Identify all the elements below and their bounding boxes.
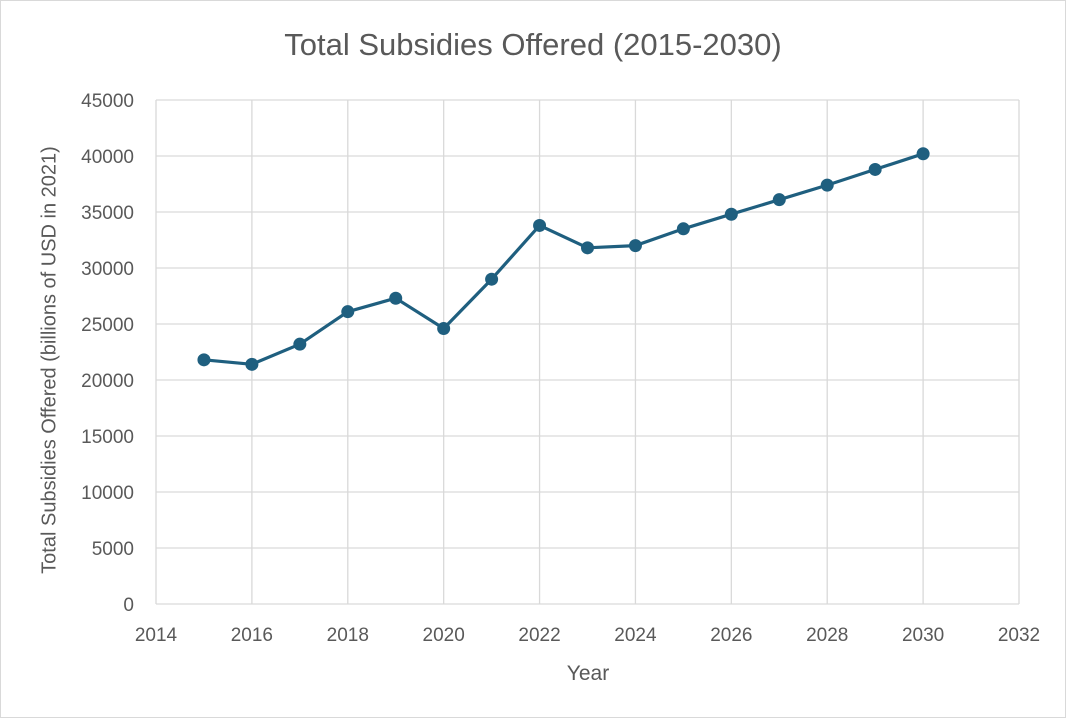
data-point [724, 207, 738, 221]
data-point [485, 272, 499, 286]
x-tick-label: 2032 [998, 625, 1040, 646]
y-tick-label: 0 [123, 595, 134, 616]
y-tick-label: 30000 [81, 259, 134, 280]
x-axis-label: Year [566, 662, 610, 685]
x-tick-label: 2024 [614, 625, 657, 646]
y-tick-label: 10000 [81, 483, 134, 504]
chart-title: Total Subsidies Offered (2015-2030) [284, 27, 782, 62]
y-tick-label: 20000 [81, 371, 134, 392]
data-point [820, 178, 834, 192]
x-tick-label: 2028 [806, 625, 848, 646]
data-point [293, 337, 307, 351]
x-tick-label: 2030 [902, 625, 944, 646]
data-point [868, 162, 882, 176]
data-point [676, 222, 690, 236]
data-point [581, 241, 594, 255]
data-point [437, 321, 451, 335]
data-point [197, 353, 211, 367]
y-tick-label: 40000 [81, 147, 134, 168]
grid [155, 99, 1020, 605]
x-tick-label: 2026 [710, 625, 752, 646]
series-line [203, 152, 924, 366]
tick-labels: 2014 2016 2018 2020 2022 2024 2026 2028 2030 2032… [81, 91, 1040, 646]
y-tick-label: 35000 [81, 203, 134, 224]
data-point [533, 218, 547, 232]
data-point [628, 239, 642, 253]
data-point [772, 193, 786, 207]
y-tick-label: 5000 [92, 539, 134, 560]
x-tick-label: 2014 [135, 625, 178, 646]
x-tick-label: 2022 [518, 625, 560, 646]
y-tick-label: 45000 [81, 91, 134, 112]
x-tick-label: 2020 [423, 625, 465, 646]
data-point [341, 305, 355, 319]
data-point [389, 291, 403, 305]
y-tick-label: 25000 [81, 315, 134, 336]
y-tick-label: 15000 [81, 427, 134, 448]
data-point [916, 147, 930, 161]
data-series [197, 147, 930, 371]
x-tick-label: 2018 [327, 625, 369, 646]
x-tick-label: 2016 [231, 625, 273, 646]
data-point [245, 357, 259, 371]
